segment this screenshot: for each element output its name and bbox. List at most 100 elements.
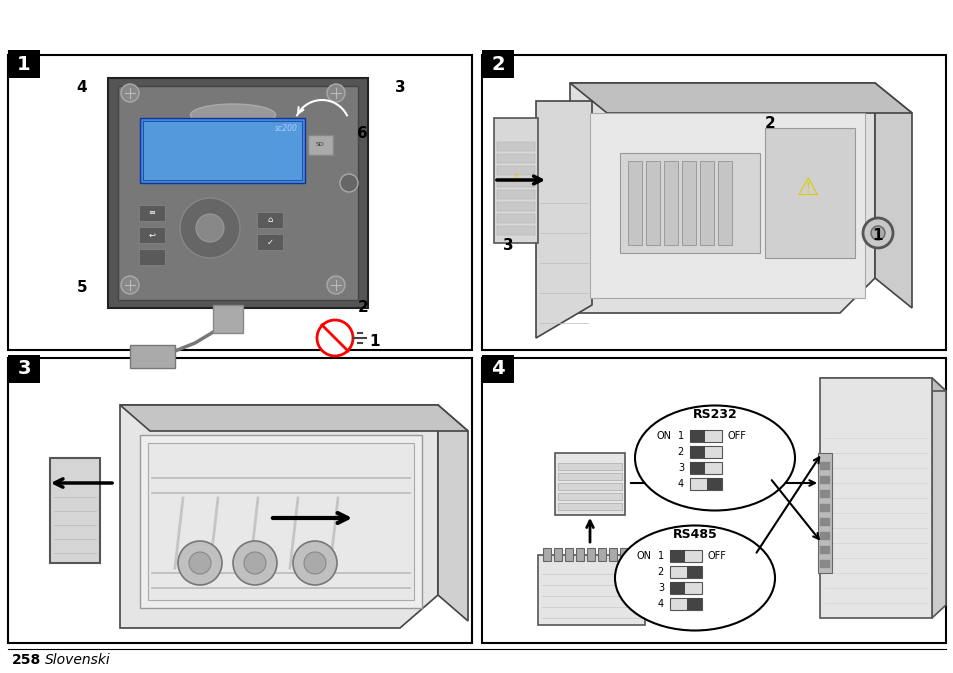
Circle shape	[121, 84, 139, 102]
Bar	[689, 446, 704, 458]
Text: 1: 1	[370, 334, 380, 349]
Text: sc200: sc200	[274, 124, 297, 133]
Bar	[497, 202, 535, 211]
Circle shape	[862, 218, 892, 248]
Circle shape	[327, 276, 345, 294]
Text: 258: 258	[12, 653, 41, 667]
Text: 3: 3	[395, 81, 405, 96]
Circle shape	[195, 214, 224, 242]
Bar	[689, 462, 704, 474]
Bar	[497, 154, 535, 163]
Bar	[564, 548, 573, 561]
Text: ✓: ✓	[266, 238, 274, 246]
Bar	[689, 478, 721, 490]
Bar	[256, 212, 283, 228]
Bar	[497, 214, 535, 223]
Bar	[706, 478, 721, 490]
Text: 2: 2	[677, 447, 683, 457]
Polygon shape	[120, 405, 468, 431]
Text: 3: 3	[17, 359, 30, 378]
Ellipse shape	[635, 406, 794, 511]
Bar	[8, 358, 472, 643]
Bar	[497, 178, 535, 187]
Text: RS232: RS232	[692, 409, 737, 421]
Bar	[8, 55, 472, 350]
Bar	[700, 161, 713, 245]
Bar	[256, 234, 283, 250]
Bar	[689, 446, 721, 458]
Bar	[663, 161, 678, 245]
Text: 2: 2	[357, 301, 368, 316]
Bar	[213, 305, 243, 333]
Bar	[669, 598, 701, 610]
Text: 2: 2	[763, 116, 775, 131]
Bar	[630, 548, 639, 561]
Bar	[558, 473, 621, 480]
Polygon shape	[569, 83, 874, 313]
Text: 1: 1	[678, 431, 683, 441]
Text: ON: ON	[637, 551, 651, 561]
Bar	[497, 166, 535, 175]
Text: 6: 6	[356, 125, 367, 141]
Bar	[689, 430, 704, 442]
Bar	[481, 355, 514, 383]
Circle shape	[293, 541, 336, 585]
Bar	[669, 550, 701, 562]
Text: 5: 5	[76, 281, 88, 295]
Bar	[558, 463, 621, 470]
Polygon shape	[120, 405, 437, 628]
Text: 1: 1	[872, 227, 882, 242]
Text: OFF: OFF	[707, 551, 726, 561]
Circle shape	[327, 84, 345, 102]
Bar	[497, 190, 535, 199]
Bar	[555, 453, 624, 515]
Bar	[497, 142, 535, 151]
Bar	[8, 50, 40, 78]
Text: ↩: ↩	[149, 230, 155, 240]
Text: 3: 3	[678, 463, 683, 473]
Bar	[586, 548, 595, 561]
Text: 4: 4	[76, 81, 88, 96]
Bar	[542, 548, 551, 561]
Bar	[645, 161, 659, 245]
Bar	[669, 566, 701, 578]
Text: 1: 1	[658, 551, 663, 561]
Bar	[139, 205, 165, 221]
Text: RS485: RS485	[672, 528, 717, 542]
Circle shape	[316, 320, 353, 356]
Text: Slovenski: Slovenski	[45, 653, 111, 667]
Text: 4: 4	[491, 359, 504, 378]
Bar	[669, 582, 701, 594]
Bar	[140, 435, 421, 608]
Text: ⌂: ⌂	[267, 215, 273, 225]
Bar	[589, 113, 864, 298]
Bar	[576, 548, 583, 561]
Bar	[689, 430, 721, 442]
Bar	[558, 493, 621, 500]
Bar	[143, 121, 302, 180]
Bar	[481, 358, 945, 643]
Bar	[820, 518, 829, 526]
Circle shape	[304, 552, 326, 574]
Bar	[820, 476, 829, 484]
Text: 1: 1	[17, 55, 30, 73]
Circle shape	[339, 174, 357, 192]
Bar	[619, 548, 627, 561]
Bar	[619, 153, 760, 253]
Text: ⚠: ⚠	[510, 172, 521, 184]
Bar	[820, 546, 829, 554]
Circle shape	[233, 541, 276, 585]
Circle shape	[180, 198, 240, 258]
Bar	[537, 555, 644, 625]
Text: SD: SD	[315, 143, 324, 147]
Bar	[686, 566, 701, 578]
Text: ≡: ≡	[149, 209, 155, 217]
Text: ⚠: ⚠	[796, 176, 819, 200]
Bar	[689, 462, 721, 474]
Bar	[681, 161, 696, 245]
Polygon shape	[536, 101, 592, 338]
Text: 2: 2	[491, 55, 504, 73]
Bar	[108, 78, 368, 308]
Circle shape	[178, 541, 222, 585]
Bar	[598, 548, 605, 561]
